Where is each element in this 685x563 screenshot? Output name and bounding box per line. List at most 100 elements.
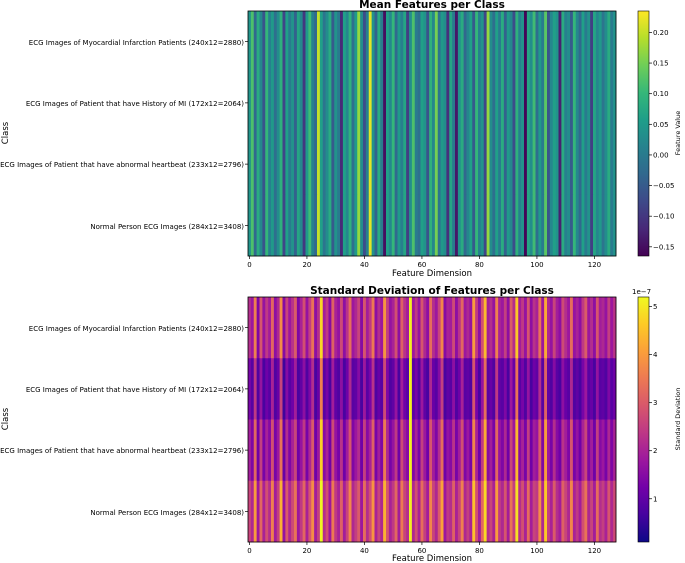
heatmap-cell (262, 419, 266, 482)
heatmap-cell (403, 297, 407, 359)
heatmap-cell (411, 72, 416, 134)
heatmap-cell (360, 480, 364, 543)
heatmap-cell (322, 133, 326, 196)
heatmap-cell (351, 133, 355, 196)
heatmap-cell (308, 480, 312, 543)
heatmap-cell (483, 297, 487, 359)
heatmap-cell (535, 194, 539, 257)
heatmap-cell (544, 358, 548, 420)
heatmap-cell (256, 11, 260, 73)
std-plot-frame (247, 296, 617, 543)
heatmap-cell (250, 480, 255, 543)
heatmap-cell (521, 194, 525, 257)
heatmap-cell (386, 72, 390, 134)
heatmap-cell (262, 358, 266, 420)
heatmap-cell (334, 480, 338, 543)
heatmap-cell (426, 11, 430, 73)
heatmap-cell (535, 480, 539, 543)
heatmap-cell (279, 419, 283, 482)
heatmap-cell (509, 72, 513, 134)
heatmap-cell (383, 72, 387, 134)
heatmap-cell (512, 297, 516, 359)
heatmap-cell (271, 133, 275, 196)
x-tick-label: 100 (530, 261, 543, 269)
heatmap-cell (383, 419, 387, 482)
heatmap-cell (489, 133, 493, 196)
heatmap-cell (455, 133, 459, 196)
heatmap-cell (455, 194, 459, 257)
heatmap-cell (472, 297, 476, 359)
heatmap-cell (590, 133, 594, 196)
heatmap-cell (291, 72, 295, 134)
heatmap-cell (466, 133, 470, 196)
heatmap-cell (601, 133, 605, 196)
heatmap-cell (259, 419, 263, 482)
heatmap-cell (374, 297, 378, 359)
heatmap-cell (345, 133, 349, 196)
heatmap-cell (426, 297, 430, 359)
heatmap-cell (417, 11, 421, 73)
heatmap-cell (581, 194, 585, 257)
heatmap-cell (437, 11, 441, 73)
heatmap-cell (515, 358, 519, 420)
heatmap-cell (590, 419, 594, 482)
heatmap-cell (555, 133, 559, 196)
heatmap-cell (282, 11, 286, 73)
heatmap-cell (391, 297, 395, 359)
heatmap-cell (291, 133, 295, 196)
heatmap-cell (348, 297, 352, 359)
heatmap-cell (558, 480, 562, 543)
heatmap-cell (518, 297, 522, 359)
heatmap-cell (406, 480, 410, 543)
heatmap-cell (259, 297, 263, 359)
x-tick-label: 40 (360, 261, 369, 269)
heatmap-cell (345, 194, 349, 257)
heatmap-cell (319, 11, 324, 73)
heatmap-cell (386, 133, 390, 196)
heatmap-cell (455, 11, 459, 73)
heatmap-cell (472, 11, 476, 73)
heatmap-cell (492, 11, 496, 73)
std-colorbar-gradient (637, 296, 650, 543)
heatmap-cell (305, 358, 309, 420)
heatmap-cell (515, 11, 519, 73)
heatmap-cell (455, 480, 459, 543)
std-colorbar-tick: 1 (653, 495, 657, 503)
heatmap-cell (400, 133, 404, 196)
heatmap-cell (432, 480, 436, 543)
heatmap-cell (547, 297, 551, 359)
heatmap-cell (248, 419, 252, 482)
heatmap-cell (483, 194, 487, 257)
heatmap-cell (397, 358, 401, 420)
heatmap-cell (446, 72, 450, 134)
heatmap-cell (299, 11, 303, 73)
heatmap-cell (469, 480, 473, 543)
heatmap-cell (259, 11, 263, 73)
std-colorbar-tick: 5 (653, 303, 657, 311)
heatmap-cell (570, 194, 574, 257)
heatmap-cell (610, 72, 614, 134)
heatmap-cell (271, 11, 275, 73)
heatmap-cell (294, 480, 298, 543)
heatmap-cell (331, 297, 335, 359)
heatmap-cell (302, 133, 306, 196)
heatmap-cell (544, 133, 548, 196)
heatmap-cell (380, 297, 384, 359)
heatmap-cell (567, 133, 571, 196)
heatmap-cell (250, 72, 255, 134)
heatmap-cell (460, 133, 464, 196)
heatmap-cell (265, 419, 269, 482)
heatmap-cell (575, 358, 579, 420)
heatmap-cell (472, 72, 476, 134)
heatmap-cell (549, 358, 554, 420)
heatmap-cell (357, 194, 361, 257)
heatmap-cell (489, 194, 493, 257)
heatmap-cell (610, 419, 614, 482)
heatmap-cell (411, 297, 416, 359)
x-tick-label: 80 (475, 261, 484, 269)
heatmap-cell (406, 133, 410, 196)
heatmap-cell (532, 72, 536, 134)
heatmap-cell (501, 419, 505, 482)
heatmap-cell (262, 480, 266, 543)
heatmap-cell (547, 11, 551, 73)
